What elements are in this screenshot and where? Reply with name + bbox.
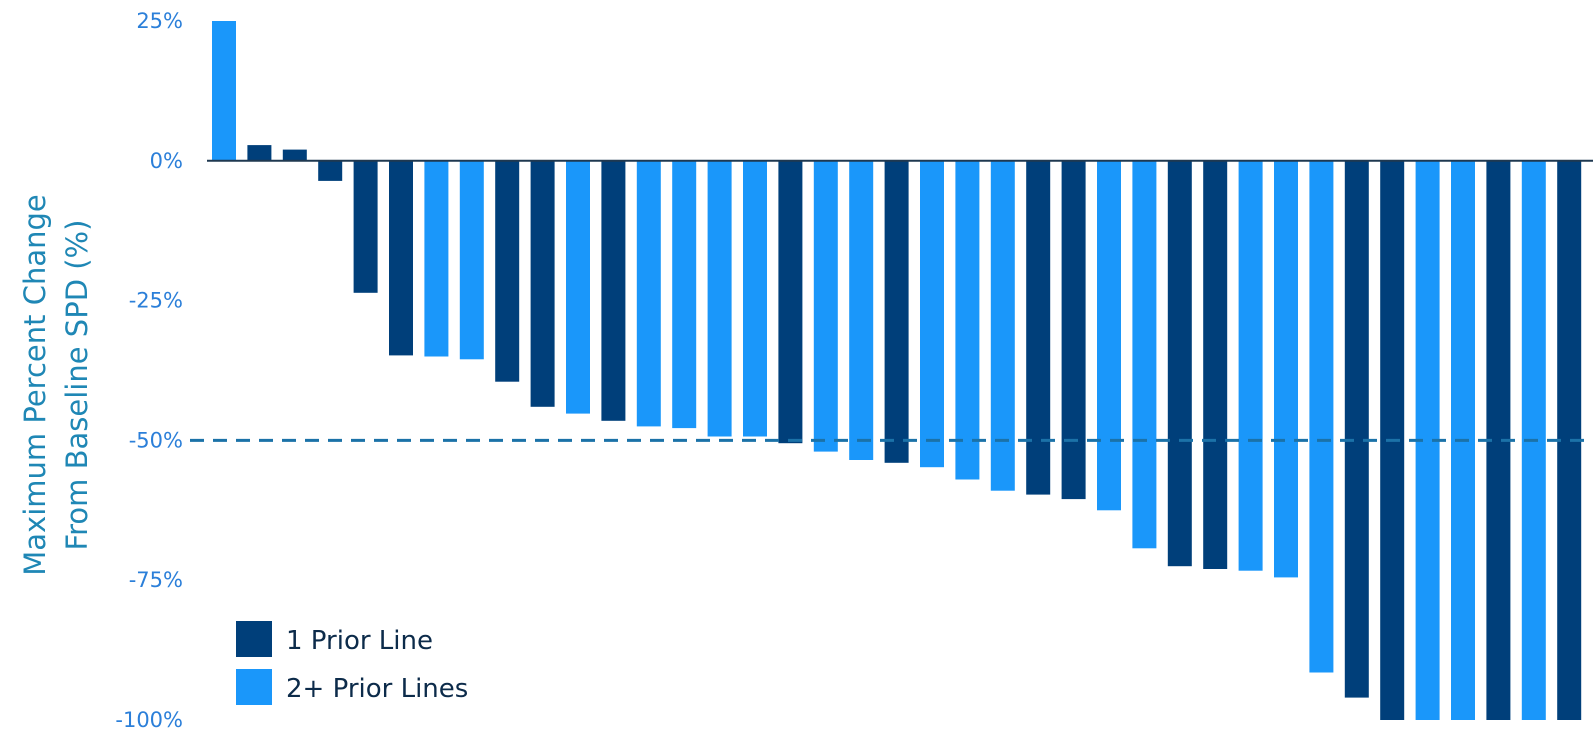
y-tick-label: -50% [129,428,183,452]
y-tick-label: -75% [129,568,183,592]
bar [1097,160,1121,511]
y-axis-title-line-1: Maximum Percent Change [18,194,52,575]
y-axis-title: Maximum Percent Change From Baseline SPD… [18,194,94,575]
bar [495,160,520,382]
bar [920,160,944,468]
y-tick-label: 25% [136,9,183,33]
bar [778,160,803,444]
bar [743,160,767,437]
legend-label: 2+ Prior Lines [286,674,468,704]
bar [636,160,661,427]
bar [459,160,484,360]
bar [353,160,378,293]
legend: 1 Prior Line 2+ Prior Lines [236,621,468,705]
bar [1238,160,1263,571]
bar [884,160,909,463]
bar [424,160,449,357]
y-axis-title-line-2: From Baseline SPD (%) [60,220,94,551]
bars-group [212,21,1582,721]
bar [1309,160,1334,673]
y-axis-ticks: 25% 0% -25% -50% -75% -100% [115,9,183,732]
legend-swatch [236,669,272,705]
bar [1026,160,1051,495]
bar [601,160,626,421]
y-tick-label: -25% [129,289,183,313]
bar [282,149,307,161]
bar [530,160,555,407]
legend-label: 1 Prior Line [286,626,433,656]
bar [247,145,272,161]
bar [1061,160,1086,500]
bar [389,160,413,356]
bar [707,160,732,437]
bar [1132,160,1157,549]
bar [566,160,590,414]
y-tick-label: -100% [115,708,183,732]
bar [990,160,1015,491]
bar [849,160,874,461]
y-tick-label: 0% [150,149,183,173]
bar [1274,160,1298,578]
bar [672,160,697,429]
bar [813,160,838,452]
bar [955,160,980,480]
bar [1344,160,1369,698]
bar [1203,160,1228,570]
bar [1167,160,1192,567]
bar [318,160,343,181]
bar [212,21,236,161]
legend-swatch [236,621,272,657]
